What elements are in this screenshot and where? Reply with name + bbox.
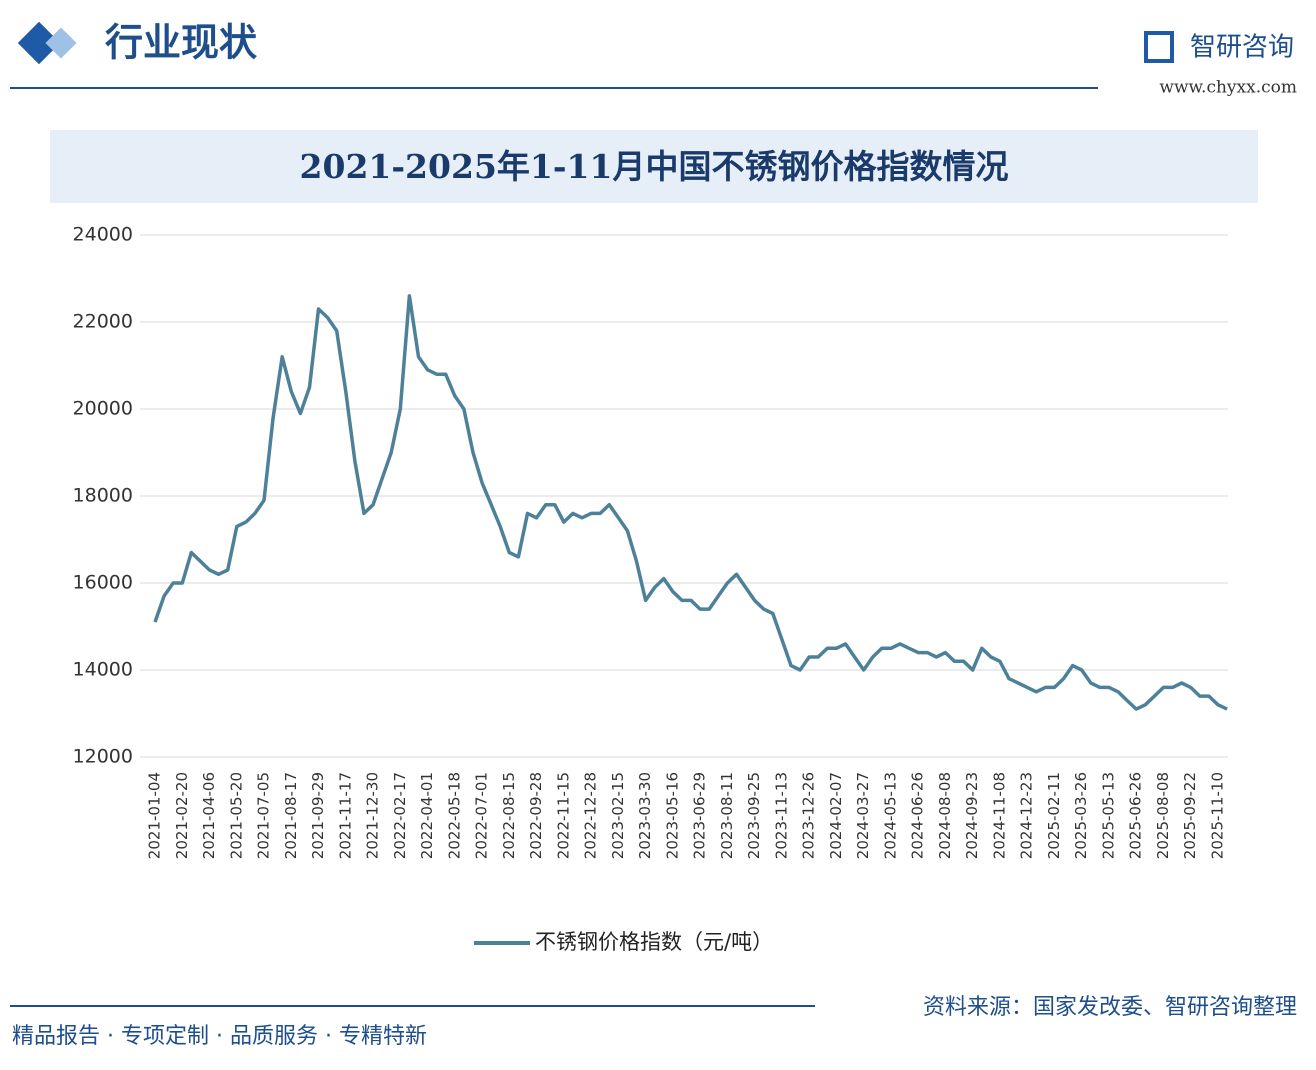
- x-tick-label: 2022-05-18: [445, 772, 463, 859]
- x-tick-label: 2021-08-17: [282, 772, 300, 859]
- x-tick-label: 2023-08-11: [718, 772, 736, 859]
- logo-icon: [1144, 31, 1174, 63]
- y-tick-label: 24000: [73, 224, 133, 246]
- x-tick-label: 2021-05-20: [227, 772, 245, 859]
- header-icon: [17, 21, 61, 65]
- x-tick-label: 2021-04-06: [200, 772, 218, 859]
- x-tick-label: 2023-09-25: [745, 772, 763, 859]
- series-line: [153, 294, 1228, 711]
- x-tick-label: 2023-02-15: [609, 772, 627, 859]
- x-tick-label: 2023-03-30: [636, 772, 654, 859]
- x-tick-label: 2021-09-29: [309, 772, 327, 859]
- x-tick-label: 2024-06-26: [909, 772, 927, 859]
- x-tick-label: 2025-06-26: [1127, 772, 1145, 859]
- x-tick-label: 2022-12-28: [582, 772, 600, 859]
- chart-title: 2021-2025年1-11月中国不锈钢价格指数情况: [300, 147, 1009, 186]
- x-tick-label: 2025-11-10: [1209, 772, 1227, 859]
- x-tick-label: 2025-02-11: [1045, 772, 1063, 859]
- x-tick-label: 2024-09-23: [963, 772, 981, 859]
- x-tick-label: 2021-01-04: [146, 772, 164, 859]
- x-tick-label: 2021-02-20: [173, 772, 191, 859]
- x-tick-label: 2022-09-28: [527, 772, 545, 859]
- site: www.chyxx.com: [1159, 78, 1297, 98]
- source: 资料来源：国家发改委、智研咨询整理: [923, 995, 1297, 1020]
- x-tick-label: 2024-11-08: [990, 772, 1008, 859]
- x-tick-label: 2024-03-27: [854, 772, 872, 859]
- x-tick-label: 2022-04-01: [418, 772, 436, 859]
- x-tick-label: 2023-11-13: [772, 772, 790, 859]
- x-tick-label: 2024-08-08: [936, 772, 954, 859]
- x-tick-label: 2023-05-16: [663, 772, 681, 859]
- x-tick-label: 2025-08-08: [1154, 772, 1172, 859]
- x-tick-label: 2025-03-26: [1072, 772, 1090, 859]
- footer: 精品报告 · 专项定制 · 品质服务 · 专精特新: [12, 1024, 427, 1049]
- x-tick-label: 2021-12-30: [364, 772, 382, 859]
- x-tick-label: 2022-11-15: [554, 772, 572, 859]
- x-tick-label: 2022-08-15: [500, 772, 518, 859]
- y-tick-label: 18000: [73, 485, 133, 507]
- x-tick-label: 2022-07-01: [473, 772, 491, 859]
- legend-label: 不锈钢价格指数（元/吨）: [535, 930, 773, 954]
- section-title: 行业现状: [105, 20, 258, 65]
- y-tick-label: 14000: [73, 659, 133, 681]
- header-icon: [45, 27, 77, 59]
- brand: 智研咨询: [1190, 33, 1294, 63]
- x-tick-label: 2025-09-22: [1181, 772, 1199, 859]
- y-tick-label: 16000: [73, 572, 133, 594]
- x-tick-label: 2022-02-17: [391, 772, 409, 859]
- x-tick-label: 2024-02-07: [827, 772, 845, 859]
- x-tick-label: 2023-06-29: [691, 772, 709, 859]
- x-tick-label: 2025-05-13: [1099, 772, 1117, 859]
- y-tick-label: 22000: [73, 311, 133, 333]
- x-tick-label: 2024-05-13: [881, 772, 899, 859]
- x-tick-label: 2023-12-26: [800, 772, 818, 859]
- x-tick-label: 2021-11-17: [336, 772, 354, 859]
- x-tick-label: 2021-07-05: [255, 772, 273, 859]
- x-tick-label: 2024-12-23: [1018, 772, 1036, 859]
- y-tick-label: 12000: [73, 746, 133, 768]
- title-band: [50, 130, 1258, 203]
- y-tick-label: 20000: [73, 398, 133, 420]
